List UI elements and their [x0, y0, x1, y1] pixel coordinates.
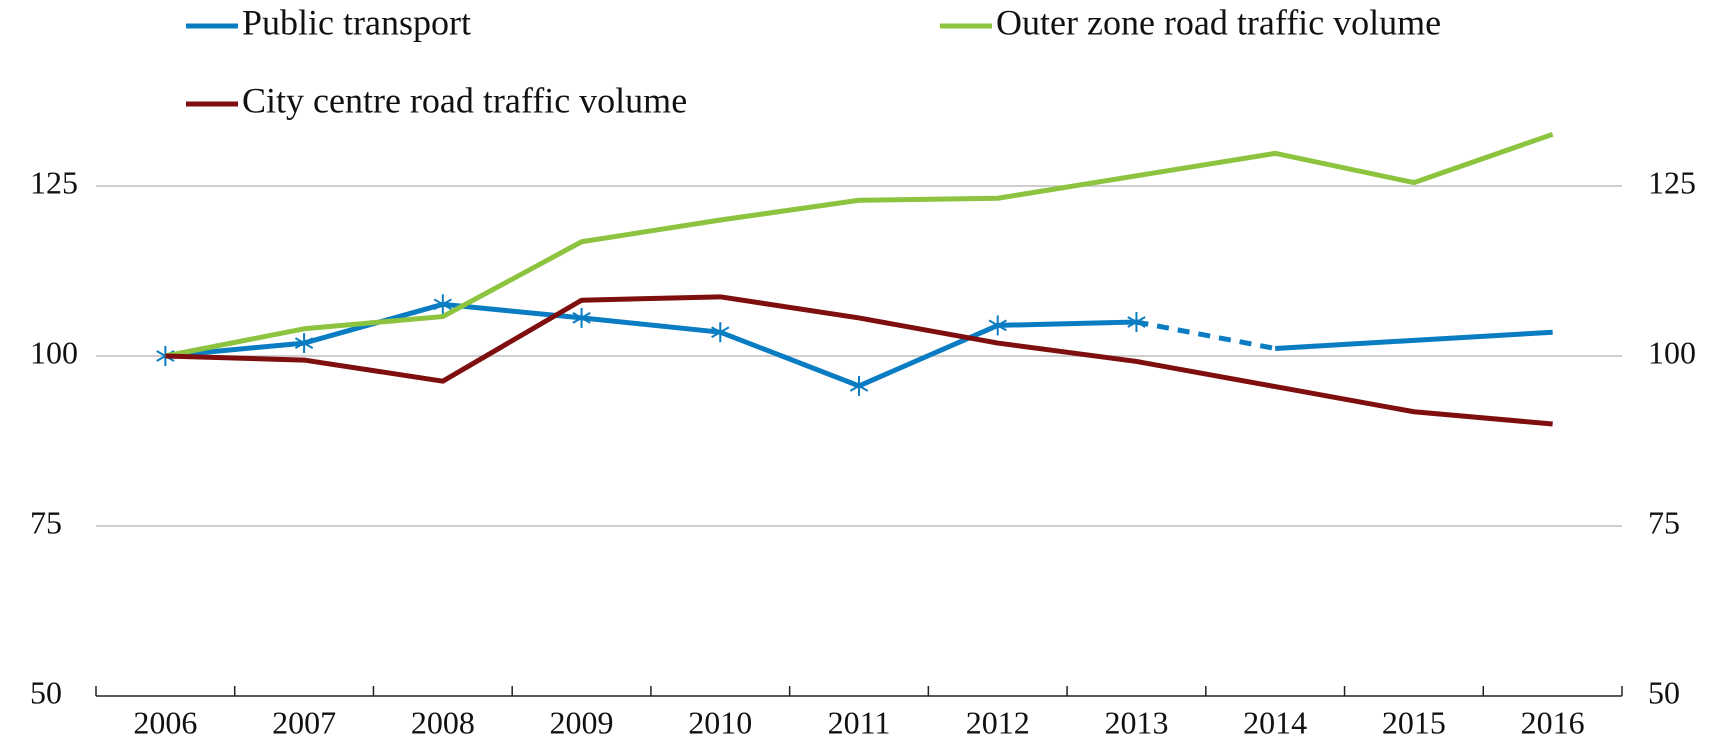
y-tick-label: 75	[30, 504, 62, 540]
legend-label: Outer zone road traffic volume	[996, 2, 1441, 42]
x-tick-label: 2015	[1382, 704, 1446, 738]
legend: Public transport Outer zone road traffic …	[186, 2, 1441, 120]
x-tick-label: 2010	[688, 704, 752, 738]
y2-tick-label: 125	[1648, 164, 1696, 200]
legend-label: City centre road traffic volume	[242, 80, 687, 120]
x-tick-label: 2011	[828, 704, 891, 738]
legend-label: Public transport	[242, 2, 471, 42]
point-marker	[711, 322, 730, 343]
marker-stroke	[1127, 316, 1146, 328]
series-line	[165, 294, 1553, 427]
point-marker	[572, 307, 591, 328]
point-marker	[1127, 312, 1146, 332]
x-tick-label: 2007	[272, 704, 336, 738]
series-line	[165, 301, 1137, 389]
x-tick-label: 2014	[1243, 704, 1307, 738]
x-tick-label: 2013	[1104, 704, 1168, 738]
series-dashed-line	[1135, 319, 1276, 351]
y-tick-label: 50	[30, 674, 62, 710]
y2-tick-label: 100	[1648, 334, 1696, 370]
y2-tick-label: 50	[1648, 674, 1680, 710]
marker-stroke	[988, 319, 1007, 332]
y-tick-label: 100	[30, 334, 78, 370]
x-tick-label: 2012	[966, 704, 1030, 738]
marker-stroke	[849, 380, 869, 392]
series-line	[1275, 329, 1553, 352]
point-marker	[988, 315, 1007, 336]
x-tick-label: 2006	[133, 704, 197, 738]
marker-stroke	[711, 326, 730, 339]
x-tick-label: 2016	[1521, 704, 1585, 738]
y2-tick-label: 75	[1648, 504, 1680, 540]
point-marker	[294, 333, 314, 354]
point-marker	[849, 375, 869, 396]
marker-stroke	[294, 337, 314, 349]
y-tick-label: 125	[30, 164, 78, 200]
marker-stroke	[572, 312, 591, 324]
point-marker	[433, 294, 452, 315]
series-line	[164, 131, 1554, 359]
x-tick-label: 2009	[550, 704, 614, 738]
x-tick-label: 2008	[411, 704, 475, 738]
marker-stroke	[433, 298, 452, 311]
